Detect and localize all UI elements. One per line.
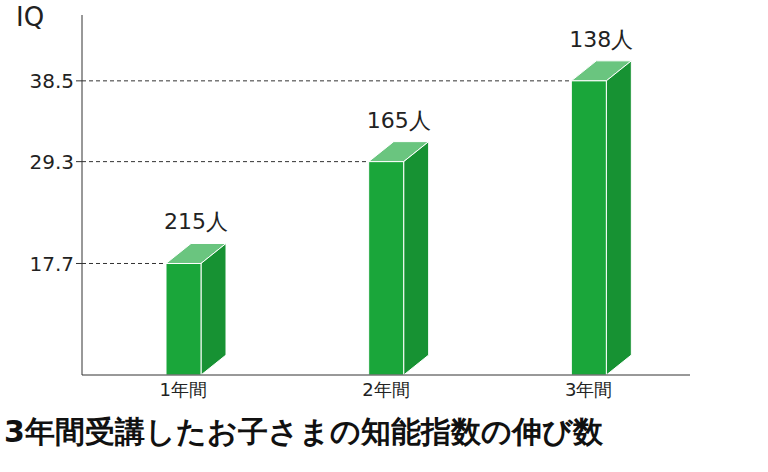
- svg-text:2年間: 2年間: [362, 379, 409, 400]
- svg-text:29.3: 29.3: [29, 150, 74, 174]
- svg-text:165人: 165人: [367, 108, 431, 133]
- svg-text:138人: 138人: [569, 27, 633, 52]
- svg-text:215人: 215人: [164, 209, 228, 234]
- svg-text:1年間: 1年間: [160, 379, 207, 400]
- svg-text:17.7: 17.7: [29, 252, 74, 276]
- html-text:3年間受講したお子さまの知能指数の伸び数: 3年間受講したお子さまの知能指数の伸び数: [4, 414, 603, 449]
- svg-text:38.5: 38.5: [29, 69, 74, 93]
- html-text:IQ: IQ: [16, 2, 45, 32]
- svg-text:3年間: 3年間: [565, 379, 612, 400]
